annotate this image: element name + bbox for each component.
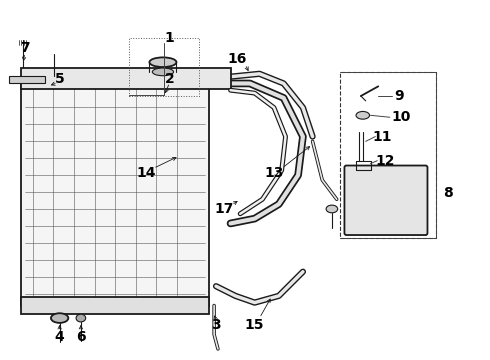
Text: 11: 11 (372, 130, 392, 144)
Text: 9: 9 (394, 89, 404, 103)
Text: 16: 16 (227, 52, 247, 66)
Text: 1: 1 (165, 31, 174, 45)
FancyBboxPatch shape (344, 166, 427, 235)
Text: 17: 17 (214, 202, 233, 216)
Bar (340, 72, 436, 238)
Polygon shape (9, 76, 45, 84)
Text: 5: 5 (55, 72, 65, 86)
Text: 7: 7 (20, 41, 30, 55)
Bar (129, 38, 198, 96)
Text: 14: 14 (137, 166, 156, 180)
Text: 3: 3 (211, 318, 221, 332)
Text: 6: 6 (76, 330, 86, 345)
Text: 8: 8 (443, 185, 453, 199)
Ellipse shape (326, 205, 338, 213)
Ellipse shape (152, 68, 173, 76)
Text: 4: 4 (55, 330, 65, 345)
Text: 15: 15 (245, 318, 265, 332)
Bar (21, 78, 209, 306)
Ellipse shape (76, 314, 86, 322)
Text: 2: 2 (165, 72, 174, 86)
Ellipse shape (51, 313, 68, 323)
Text: 10: 10 (392, 110, 411, 124)
Ellipse shape (149, 57, 176, 67)
Bar (21, 68, 230, 89)
Ellipse shape (356, 112, 369, 119)
Text: 13: 13 (264, 166, 284, 180)
Text: 12: 12 (375, 154, 395, 168)
Bar (21, 297, 209, 314)
